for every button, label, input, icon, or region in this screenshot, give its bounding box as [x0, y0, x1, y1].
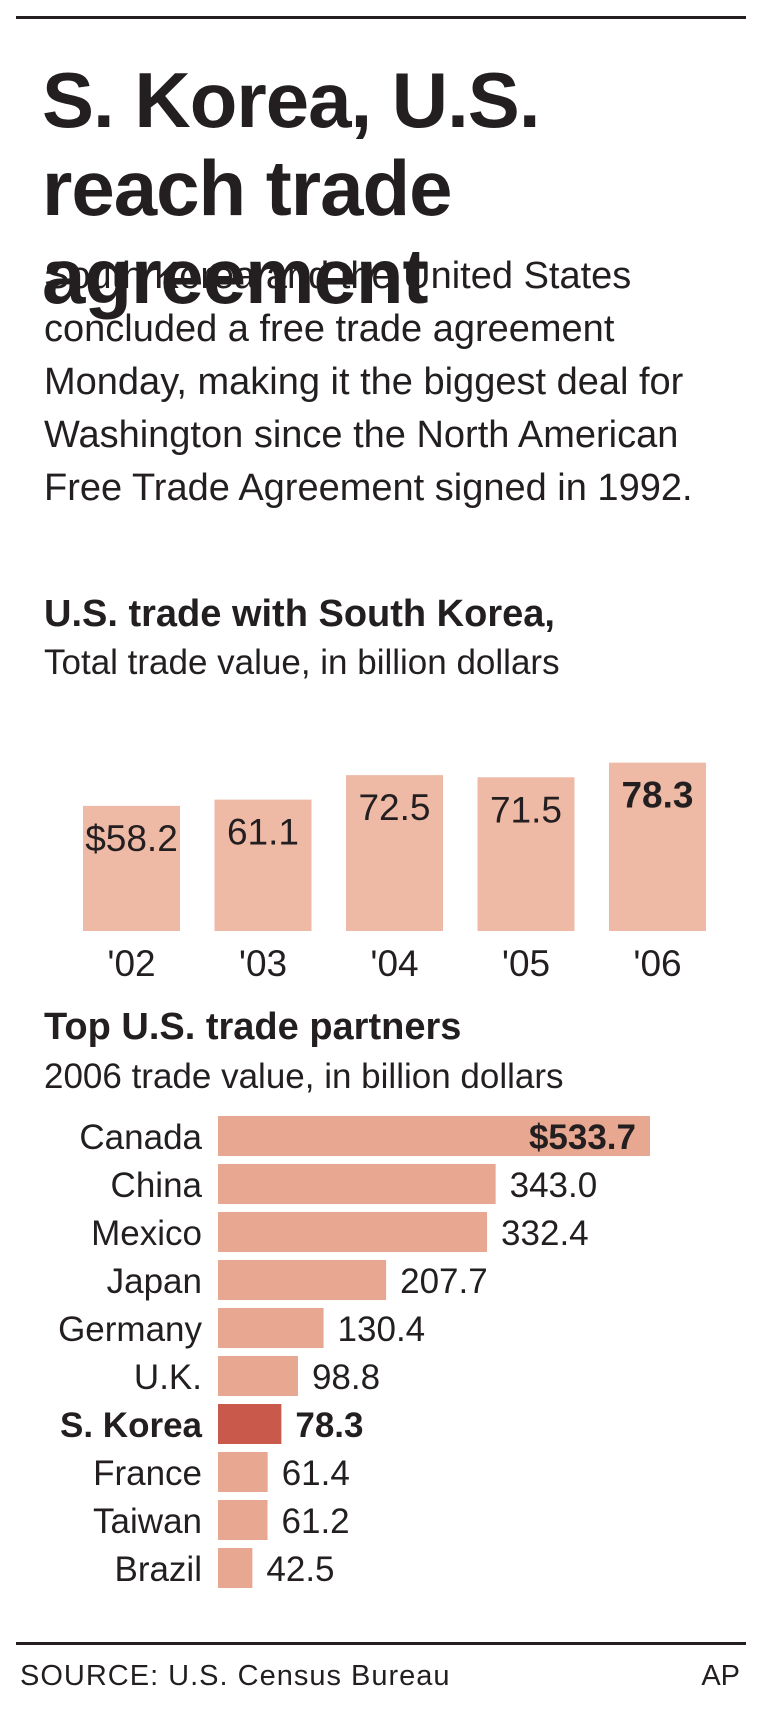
bottom-rule	[16, 1642, 746, 1645]
tick-label: '05	[502, 943, 550, 984]
intro-text: South Korea and the United States conclu…	[44, 255, 693, 509]
value-label: 61.2	[282, 1502, 350, 1541]
chart1-subtitle: Total trade value, in billion dollars	[44, 643, 560, 682]
value-label: 42.5	[266, 1550, 334, 1589]
bar-brazil	[218, 1548, 253, 1588]
bar-mexico	[218, 1212, 488, 1252]
bar-skorea	[218, 1404, 282, 1444]
category-label: S. Korea	[60, 1406, 203, 1445]
source-note: SOURCE: U.S. Census Bureau	[20, 1660, 451, 1692]
top-rule	[16, 16, 746, 19]
value-label: 78.3	[621, 775, 693, 816]
bar-03	[214, 799, 312, 931]
bar-02	[83, 805, 180, 931]
tick-label: '04	[370, 943, 418, 984]
value-label: 130.4	[338, 1310, 426, 1349]
value-label: $533.7	[529, 1118, 636, 1157]
category-label: Canada	[79, 1118, 202, 1157]
bar-canada	[218, 1116, 650, 1156]
category-label: France	[93, 1454, 202, 1493]
yearly-trade-chart: $58.2 '02 61.1 '03 72.5 '04 71.5 '05 78.3 '06	[83, 762, 706, 984]
trade-partners-chart: Canada $533.7 China 343.0 Mexico 332.4 Japan 20…	[58, 1116, 650, 1589]
category-label: Taiwan	[93, 1502, 202, 1541]
bar-germany	[218, 1308, 324, 1348]
category-label: Brazil	[114, 1550, 202, 1589]
chart2-title: Top U.S. trade partners	[44, 1006, 462, 1048]
category-label: Mexico	[91, 1214, 202, 1253]
value-label: 207.7	[400, 1262, 488, 1301]
chart1-title: U.S. trade with South Korea,	[44, 593, 555, 635]
headline: S. Korea, U.S. reach trade agreement	[42, 56, 541, 320]
value-label: 332.4	[501, 1214, 589, 1253]
bar-japan	[218, 1260, 387, 1300]
bar-04	[346, 775, 443, 931]
category-label: Japan	[107, 1262, 202, 1301]
value-label: 72.5	[358, 787, 430, 828]
value-label: 98.8	[312, 1358, 380, 1397]
category-label: U.K.	[134, 1358, 202, 1397]
value-label: 343.0	[510, 1166, 598, 1205]
tick-label: '03	[239, 943, 287, 984]
value-label: $58.2	[85, 818, 178, 859]
bar-05	[477, 777, 575, 931]
bar-france	[218, 1452, 268, 1492]
chart2-subtitle: 2006 trade value, in billion dollars	[44, 1057, 564, 1096]
value-label: 61.1	[227, 812, 299, 853]
category-label: China	[111, 1166, 203, 1205]
value-label: 78.3	[295, 1406, 363, 1445]
bar-taiwan	[218, 1500, 268, 1540]
bar-china	[218, 1164, 496, 1204]
tick-label: '02	[107, 943, 155, 984]
bar-uk	[218, 1356, 298, 1396]
value-label: 71.5	[490, 789, 562, 830]
category-label: Germany	[58, 1310, 202, 1349]
value-label: 61.4	[282, 1454, 350, 1493]
bar-06	[609, 762, 706, 931]
tick-label: '06	[633, 943, 681, 984]
credit: AP	[701, 1660, 740, 1692]
